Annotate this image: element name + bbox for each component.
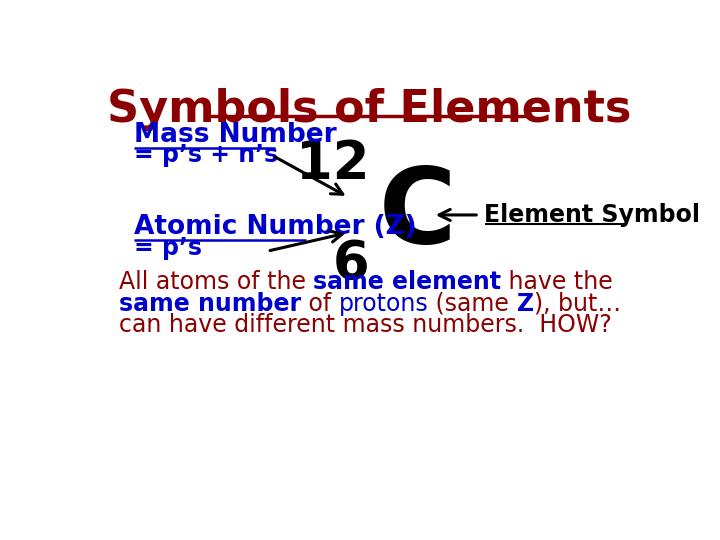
Text: Mass Number: Mass Number: [134, 122, 337, 148]
Text: have the: have the: [501, 270, 613, 294]
Text: C: C: [379, 164, 456, 266]
Text: Z: Z: [517, 292, 534, 316]
Text: Atomic Number (Z): Atomic Number (Z): [134, 214, 417, 240]
Text: = p’s: = p’s: [134, 235, 202, 260]
Text: same number: same number: [119, 292, 301, 316]
Text: can have different mass numbers.  HOW?: can have different mass numbers. HOW?: [119, 313, 611, 338]
Text: same element: same element: [313, 270, 501, 294]
Text: protons: protons: [338, 292, 428, 316]
Text: Symbols of Elements: Symbols of Elements: [107, 88, 631, 131]
Text: = p’s + n’s: = p’s + n’s: [134, 143, 278, 167]
Text: of: of: [301, 292, 338, 316]
Text: 6: 6: [333, 238, 370, 290]
Text: Element Symbol: Element Symbol: [485, 203, 701, 227]
Text: All atoms of the: All atoms of the: [119, 270, 313, 294]
Text: ), but…: ), but…: [534, 292, 621, 316]
Text: 12: 12: [296, 138, 370, 190]
Text: (same: (same: [428, 292, 517, 316]
